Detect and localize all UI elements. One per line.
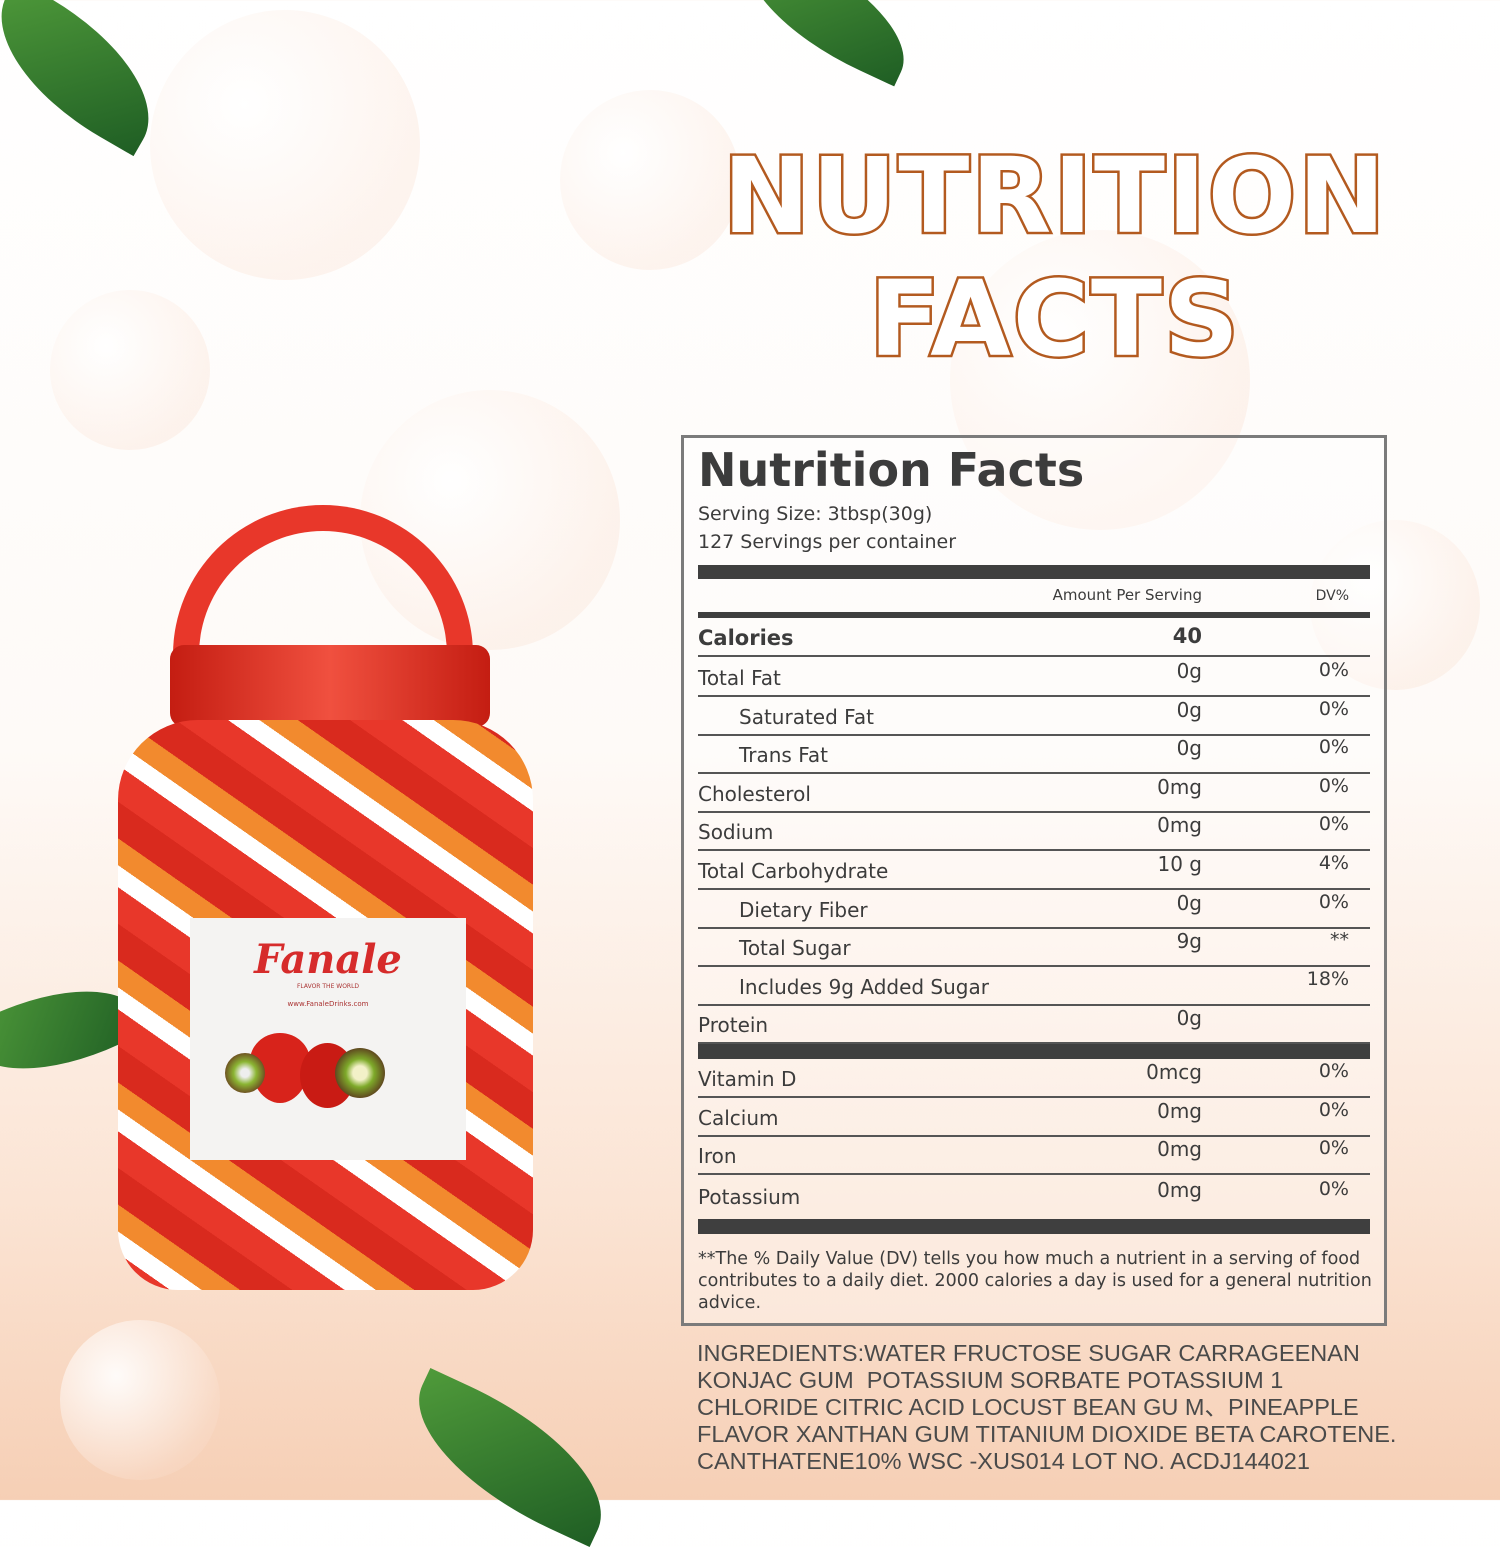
nutrient-dv: 0% (1318, 890, 1349, 913)
nutrient-amount: 10 g (1157, 852, 1202, 876)
heading-line1: NUTRITION (720, 133, 1388, 260)
nutrient-amount: 0g (1176, 890, 1202, 915)
calories-label: Calories (698, 626, 794, 650)
heading-line2: FACTS (867, 256, 1242, 383)
nutrient-label: Potassium (698, 1184, 801, 1209)
jar-label: Fanale FLAVOR THE WORLD www.FanaleDrinks… (190, 918, 466, 1160)
nutrient-amount: 0g (1176, 697, 1202, 722)
nutrient-label: Protein (698, 1013, 769, 1038)
amount-header: Amount Per Serving (1052, 586, 1202, 604)
nutrient-amount: 0mg (1157, 1137, 1202, 1162)
nutrient-dv: ** (1330, 929, 1349, 952)
nutrient-amount: 0mcg (1146, 1060, 1202, 1084)
brand-logo: Fanale (254, 936, 402, 983)
nutrient-label: Saturated Fat (739, 704, 874, 729)
footnote: **The % Daily Value (DV) tells you how m… (698, 1249, 1372, 1313)
leaf (390, 1367, 630, 1547)
serving-size: Serving Size: 3tbsp(30g) (698, 503, 933, 525)
fruit-image (190, 1023, 466, 1123)
nutrient-row: Total Fat 0g 0% (698, 658, 1370, 697)
divider-bar (698, 565, 1370, 579)
nutrient-row: Calcium 0mg 0% (698, 1098, 1370, 1137)
nutrient-dv: 18% (1306, 967, 1349, 990)
nutrient-dv: 0% (1318, 1177, 1349, 1200)
calories-value: 40 (1172, 624, 1202, 648)
nutrient-dv: 4% (1318, 852, 1349, 874)
bubble (150, 10, 420, 280)
nutrient-row: Includes 9g Added Sugar 18% (698, 967, 1370, 1006)
nutrient-amount: 0mg (1157, 774, 1202, 799)
nutrient-amount: 0g (1176, 659, 1202, 683)
divider-bar (698, 612, 1370, 618)
leaf (721, 0, 929, 87)
nutrient-dv: 0% (1318, 774, 1349, 797)
nutrient-dv: 0% (1318, 697, 1349, 720)
panel-title: Nutrition Facts (698, 443, 1085, 497)
nutrient-label: Total Fat (698, 666, 781, 690)
nutrient-dv: 0% (1318, 736, 1349, 759)
nutrient-label: Sodium (698, 820, 774, 845)
nutrient-label: Calcium (698, 1105, 779, 1130)
servings-per-container: 127 Servings per container (698, 531, 957, 553)
nutrient-dv: 0% (1318, 1098, 1349, 1121)
nutrient-row: Total Sugar 9g ** (698, 928, 1370, 968)
nutrient-amount: 0g (1176, 736, 1202, 761)
nutrient-dv: 0% (1318, 1060, 1349, 1082)
nutrient-label: Iron (698, 1144, 737, 1169)
nutrient-amount: 9g (1176, 929, 1202, 954)
divider-bar (698, 1219, 1370, 1234)
nutrient-row: Trans Fat 0g 0% (698, 735, 1370, 775)
nutrient-label: Includes 9g Added Sugar (739, 974, 989, 999)
nutrient-row: Vitamin D 0mcg 0% (698, 1059, 1370, 1098)
nutrient-row: Sodium 0mg 0% (698, 812, 1370, 852)
nutrient-label: Total Sugar (739, 936, 851, 961)
calories-row: Calories 40 (698, 618, 1370, 657)
nutrient-row: Potassium 0mg 0% (698, 1175, 1370, 1214)
bubble (950, 230, 1250, 530)
nutrient-row: Saturated Fat 0g 0% (698, 697, 1370, 736)
nutrient-dv: 0% (1318, 813, 1349, 836)
bubble (50, 290, 210, 450)
divider-bar (698, 1044, 1370, 1059)
nutrient-row: Iron 0mg 0% (698, 1136, 1370, 1176)
nutrient-label: Vitamin D (698, 1067, 797, 1091)
nutrient-row: Dietary Fiber 0g 0% (698, 890, 1370, 929)
product-jar: Fanale FLAVOR THE WORLD www.FanaleDrinks… (118, 505, 538, 1295)
nutrition-facts-panel: Nutrition Facts Serving Size: 3tbsp(30g)… (681, 435, 1387, 1326)
nutrient-amount: 0mg (1157, 813, 1202, 838)
bubble (60, 1320, 220, 1480)
bubble (560, 90, 740, 270)
brand-website: www.FanaleDrinks.com (287, 1000, 369, 1008)
nutrient-row: Protein 0g (698, 1005, 1370, 1045)
nutrient-amount: 0mg (1157, 1098, 1202, 1123)
nutrient-label: Cholesterol (698, 781, 811, 806)
dv-header: DV% (1315, 588, 1349, 604)
nutrient-dv: 0% (1318, 659, 1349, 681)
nutrient-label: Total Carbohydrate (698, 859, 889, 883)
nutrient-dv: 0% (1318, 1137, 1349, 1160)
nutrient-amount: 0mg (1157, 1177, 1202, 1202)
nutrient-row: Total Carbohydrate 10 g 4% (698, 851, 1370, 890)
nutrient-amount: 0g (1176, 1006, 1202, 1031)
brand-tagline: FLAVOR THE WORLD (296, 983, 360, 990)
nutrient-label: Trans Fat (739, 743, 828, 768)
ingredients-text: INGREDIENTS:WATER FRUCTOSE SUGAR CARRAGE… (697, 1340, 1397, 1474)
jar-lid (170, 645, 490, 727)
nutrient-row: Cholesterol 0mg 0% (698, 774, 1370, 813)
nutrient-label: Dietary Fiber (739, 897, 868, 922)
bubble (1310, 520, 1480, 690)
